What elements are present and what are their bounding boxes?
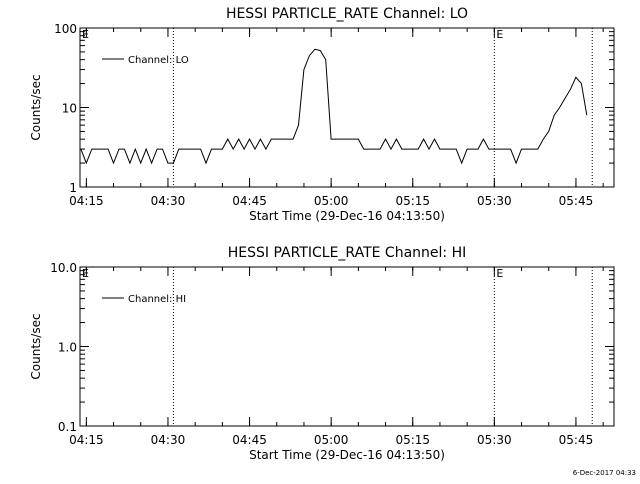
panel-lo: HESSI PARTICLE_RATE Channel: LO Counts/se… [29,6,615,223]
chart-title: HESSI PARTICLE_RATE Channel: LO [226,6,468,22]
y-tick-label: 1 [69,181,77,195]
legend-label: Channel: HI [128,294,186,305]
plot-frame [79,27,615,188]
y-tick-label: 1.0 [58,341,77,355]
panel-hi: HESSI PARTICLE_RATE Channel: HI Counts/se… [29,245,615,462]
y-tick-label: 0.1 [58,420,77,434]
x-tick-label: 05:30 [477,433,512,447]
y-axis-label: Counts/sec [29,313,43,379]
plot-frame [79,266,615,427]
corner-label: E [82,28,89,41]
x-tick-label: 04:45 [232,433,267,447]
x-tick-label: 05:30 [477,194,512,208]
y-tick-label: 10 [62,102,77,116]
series-line [80,48,588,165]
x-axis-label: Start Time (29-Dec-16 04:13:50) [249,209,445,223]
x-tick-label: 04:15 [69,194,104,208]
x-tick-label: 04:30 [151,194,186,208]
x-axis-label: Start Time (29-Dec-16 04:13:50) [249,448,445,462]
legend: Channel: LO [102,55,189,66]
event-marker-label: E [496,28,503,41]
y-tick-label: 100 [54,22,77,36]
y-tick-label: 10.0 [50,261,77,275]
x-tick-label: 05:15 [395,194,430,208]
legend: Channel: HI [102,294,186,305]
chart-title: HESSI PARTICLE_RATE Channel: HI [228,245,466,261]
x-tick-label: 05:00 [314,194,349,208]
corner-label: E [82,267,89,280]
x-tick-label: 04:15 [69,433,104,447]
x-tick-label: 05:45 [559,433,594,447]
x-tick-label: 05:00 [314,433,349,447]
x-tick-label: 05:45 [559,194,594,208]
plot-timestamp: 6-Dec-2017 04:33 [573,469,636,477]
legend-label: Channel: LO [128,55,189,66]
event-marker-label: E [496,267,503,280]
x-tick-label: 05:15 [395,433,430,447]
y-axis-label: Counts/sec [29,74,43,140]
x-tick-label: 04:30 [151,433,186,447]
x-tick-label: 04:45 [232,194,267,208]
